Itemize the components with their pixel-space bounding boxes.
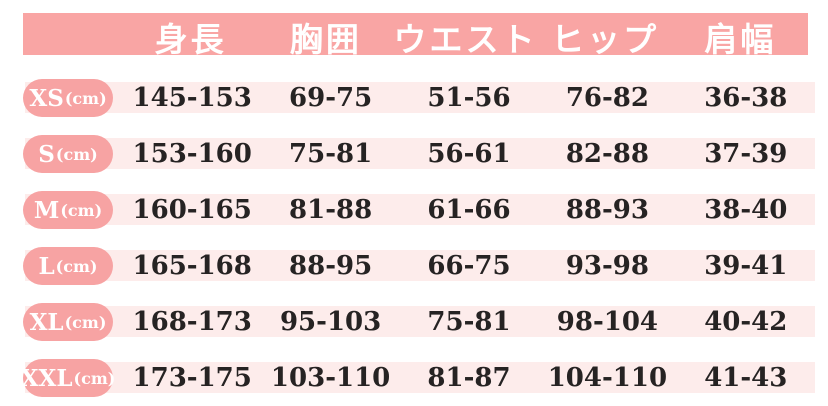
cell-chest: 81-88	[289, 195, 373, 225]
cell-height: 153-160	[132, 139, 252, 169]
cell-waist: 51-56	[427, 83, 511, 113]
row-stripe	[25, 194, 815, 225]
cell-chest: 95-103	[279, 307, 382, 337]
size-badge-xl: XL (cm)	[23, 303, 113, 341]
cell-chest: 69-75	[289, 83, 373, 113]
size-label: S	[38, 140, 55, 168]
size-unit: (cm)	[55, 144, 98, 164]
cell-height: 165-168	[132, 251, 252, 281]
cell-hip: 82-88	[565, 139, 649, 169]
column-header-waist: ウエスト	[393, 20, 538, 59]
size-unit: (cm)	[64, 88, 107, 108]
cell-height: 168-173	[132, 307, 252, 337]
row-stripe	[25, 306, 815, 337]
size-badge-s: S (cm)	[23, 135, 113, 173]
table-row-m: M (cm) 160-165 81-88 61-66 88-93 38-40	[23, 191, 815, 229]
size-label: XL	[29, 308, 64, 336]
cell-hip: 76-82	[565, 83, 649, 113]
row-stripe	[25, 138, 815, 169]
size-label: XS	[29, 84, 64, 112]
cell-hip: 98-104	[556, 307, 659, 337]
cell-chest: 88-95	[289, 251, 373, 281]
cell-shoulder: 38-40	[704, 195, 788, 225]
size-badge-l: L (cm)	[23, 247, 113, 285]
cell-shoulder: 39-41	[704, 251, 788, 281]
cell-chest: 75-81	[289, 139, 373, 169]
column-header-shoulder: 肩幅	[704, 20, 777, 59]
cell-waist: 81-87	[427, 363, 511, 393]
column-header-hip: ヒップ	[551, 20, 660, 59]
row-stripe	[25, 362, 815, 393]
table-row-xl: XL (cm) 168-173 95-103 75-81 98-104 40-4…	[23, 303, 815, 341]
cell-shoulder: 36-38	[704, 83, 788, 113]
table-row-l: L (cm) 165-168 88-95 66-75 93-98 39-41	[23, 247, 815, 285]
size-label: M	[33, 196, 60, 224]
size-badge-xs: XS (cm)	[23, 79, 113, 117]
column-header-height: 身長	[154, 20, 227, 59]
size-label: L	[38, 252, 55, 280]
size-unit: (cm)	[55, 256, 98, 276]
size-label: XXL	[20, 364, 73, 392]
table-row-xxl: XXL (cm) 173-175 103-110 81-87 104-110 4…	[20, 359, 815, 397]
size-unit: (cm)	[64, 312, 107, 332]
cell-height: 145-153	[132, 83, 252, 113]
cell-shoulder: 37-39	[704, 139, 788, 169]
cell-shoulder: 41-43	[704, 363, 788, 393]
cell-shoulder: 40-42	[704, 307, 788, 337]
cell-height: 160-165	[132, 195, 252, 225]
table-header-row: 身長 胸囲 ウエスト ヒップ 肩幅	[23, 13, 808, 59]
row-stripe	[25, 82, 815, 113]
size-unit: (cm)	[60, 200, 103, 220]
cell-hip: 104-110	[547, 363, 668, 393]
table-row-xs: XS (cm) 145-153 69-75 51-56 76-82 36-38	[23, 79, 815, 117]
cell-chest: 103-110	[270, 363, 391, 393]
size-badge-m: M (cm)	[23, 191, 113, 229]
cell-waist: 66-75	[427, 251, 511, 281]
column-header-chest: 胸囲	[289, 20, 362, 59]
cell-hip: 93-98	[565, 251, 649, 281]
cell-waist: 61-66	[427, 195, 511, 225]
table-row-s: S (cm) 153-160 75-81 56-61 82-88 37-39	[23, 135, 815, 173]
cell-waist: 75-81	[427, 307, 511, 337]
cell-height: 173-175	[132, 363, 252, 393]
size-badge-xxl: XXL (cm)	[20, 359, 116, 397]
cell-hip: 88-93	[565, 195, 649, 225]
size-unit: (cm)	[73, 368, 116, 388]
row-stripe	[25, 250, 815, 281]
cell-waist: 56-61	[427, 139, 511, 169]
